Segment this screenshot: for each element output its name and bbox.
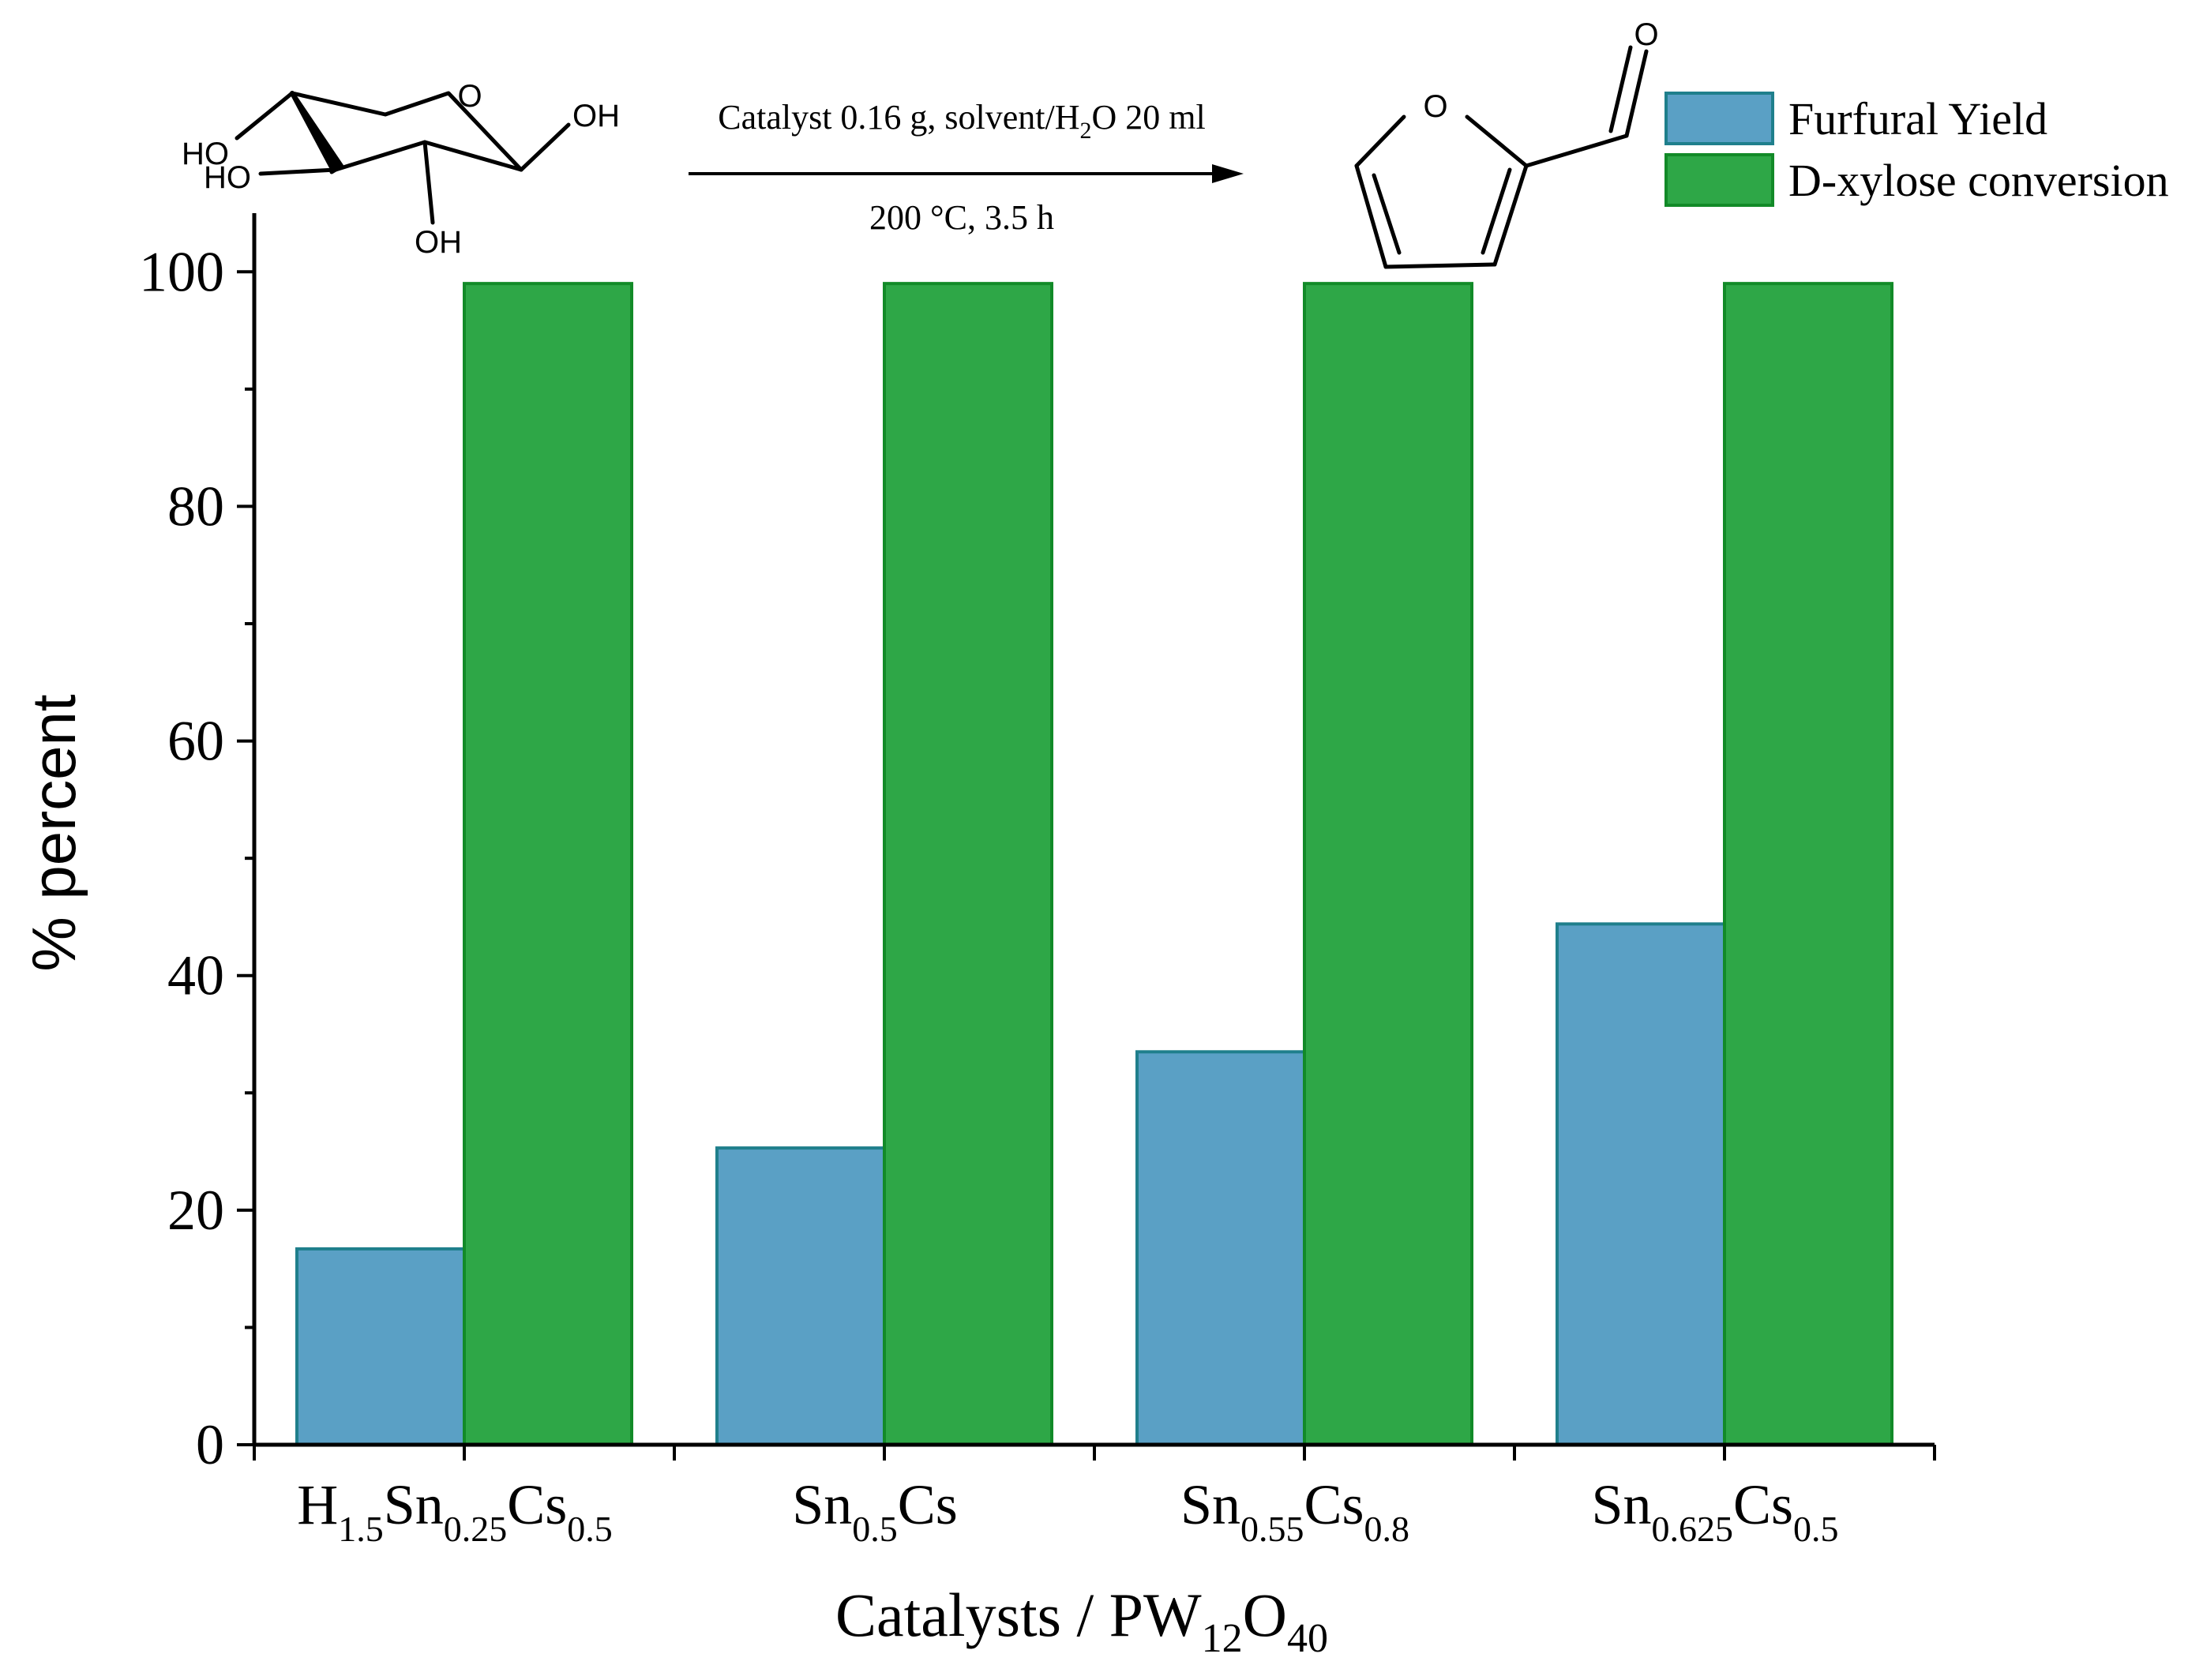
furfural-structure [1354,45,1649,269]
x-tick-label-2: Sn0.5Cs [792,1473,958,1549]
furfural-carbonyl-oxygen: O [1634,17,1658,52]
xylose-ring-oxygen: O [457,79,482,114]
y-tick-label: 40 [167,944,224,1007]
bar-xylose-conversion-1 [463,282,633,1447]
y-tick-label: 0 [196,1413,224,1476]
reaction-conditions-line2: 200 °C, 3.5 h [869,198,1054,237]
bar-xylose-conversion-2 [883,282,1053,1447]
reaction-conditions-line1: Catalyst 0.16 g, solvent/H2O 20 ml [718,98,1206,144]
legend-swatch-2 [1664,153,1774,207]
x-axis-label: Catalysts / PW12O40 [835,1581,1328,1661]
bars-layer [295,282,1893,1447]
y-tick-label: 80 [167,474,224,538]
axes-layer: 0 20 40 60 80 100 H1.5Sn0.25Cs0.5 Sn0.5Cs Sn0.55… [139,213,1936,1549]
reaction-arrow-head [1212,164,1244,183]
bar-furfural-yield-1 [295,1247,466,1447]
y-tick-label: 100 [139,240,224,303]
x-tick-label-3: Sn0.55Cs0.8 [1180,1473,1409,1549]
x-tick-label-4: Sn0.625Cs0.5 [1591,1473,1838,1549]
y-tick-label: 60 [167,710,224,773]
legend-swatch-1 [1664,92,1774,145]
y-tick-label: 20 [167,1179,224,1242]
legend-label-1: Furfural Yield [1788,93,2047,144]
bar-furfural-yield-2 [715,1146,886,1446]
legend: Furfural Yield D-xylose conversion [1664,92,2169,207]
xylose-structure [235,91,571,225]
bar-xylose-conversion-3 [1303,282,1473,1447]
y-axis-label: % percent [19,694,88,972]
xylose-oh-bottom: OH [415,225,462,260]
xylose-ho-left: HO [204,160,251,195]
furfural-ring-oxygen: O [1423,89,1447,124]
x-tick-label-1: H1.5Sn0.25Cs0.5 [297,1473,613,1549]
bar-xylose-conversion-4 [1723,282,1893,1447]
xylose-ho-top: HO [182,137,229,171]
bar-furfural-yield-4 [1556,922,1726,1447]
xylose-oh-right: OH [572,99,620,133]
bar-furfural-yield-3 [1135,1050,1306,1447]
legend-label-2: D-xylose conversion [1788,155,2169,206]
